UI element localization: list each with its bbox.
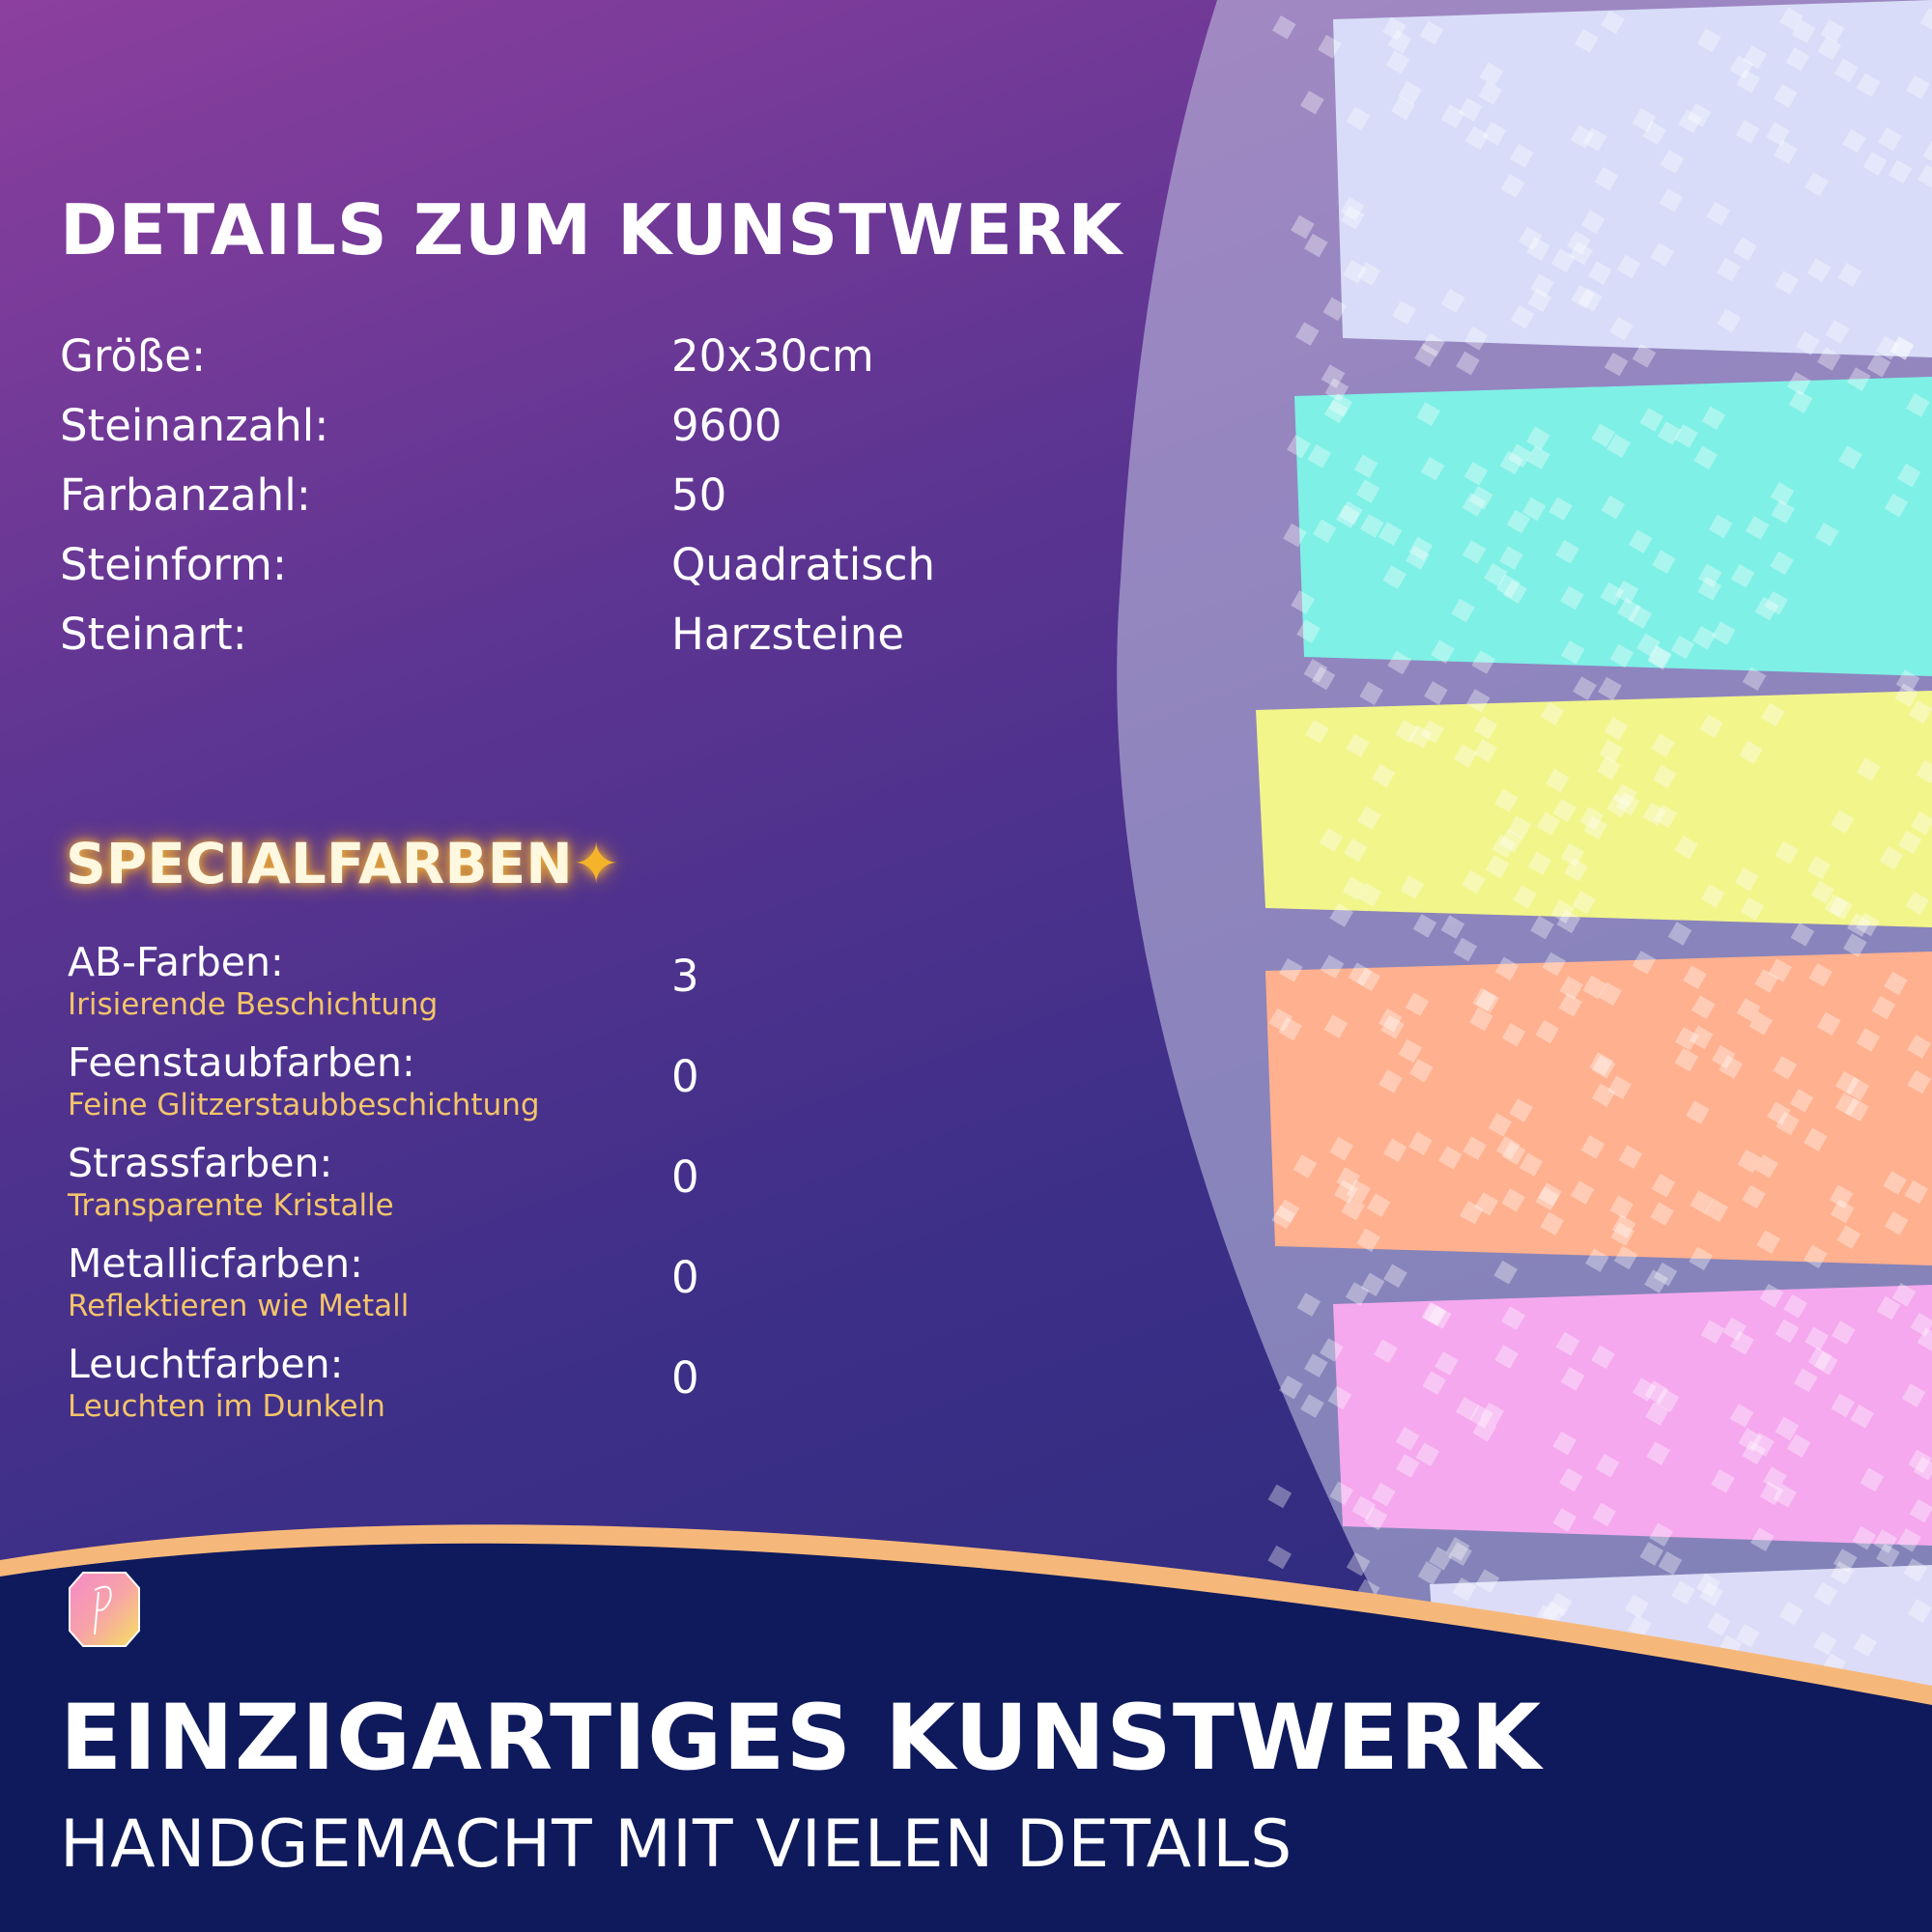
footer-wave — [0, 0, 1932, 1932]
brand-logo — [66, 1571, 143, 1648]
footer-subtitle: HANDGEMACHT MIT VIELEN DETAILS — [60, 1806, 1293, 1883]
footer-title: EINZIGARTIGES KUNSTWERK — [60, 1686, 1542, 1791]
